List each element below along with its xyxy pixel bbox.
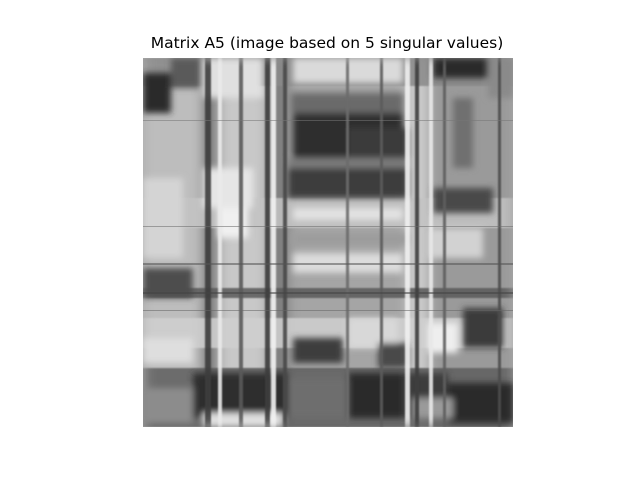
figure-title: Matrix A5 (image based on 5 singular val…: [150, 34, 504, 52]
low-rank-image-render: [143, 58, 513, 427]
grayscale-image: [143, 58, 513, 427]
